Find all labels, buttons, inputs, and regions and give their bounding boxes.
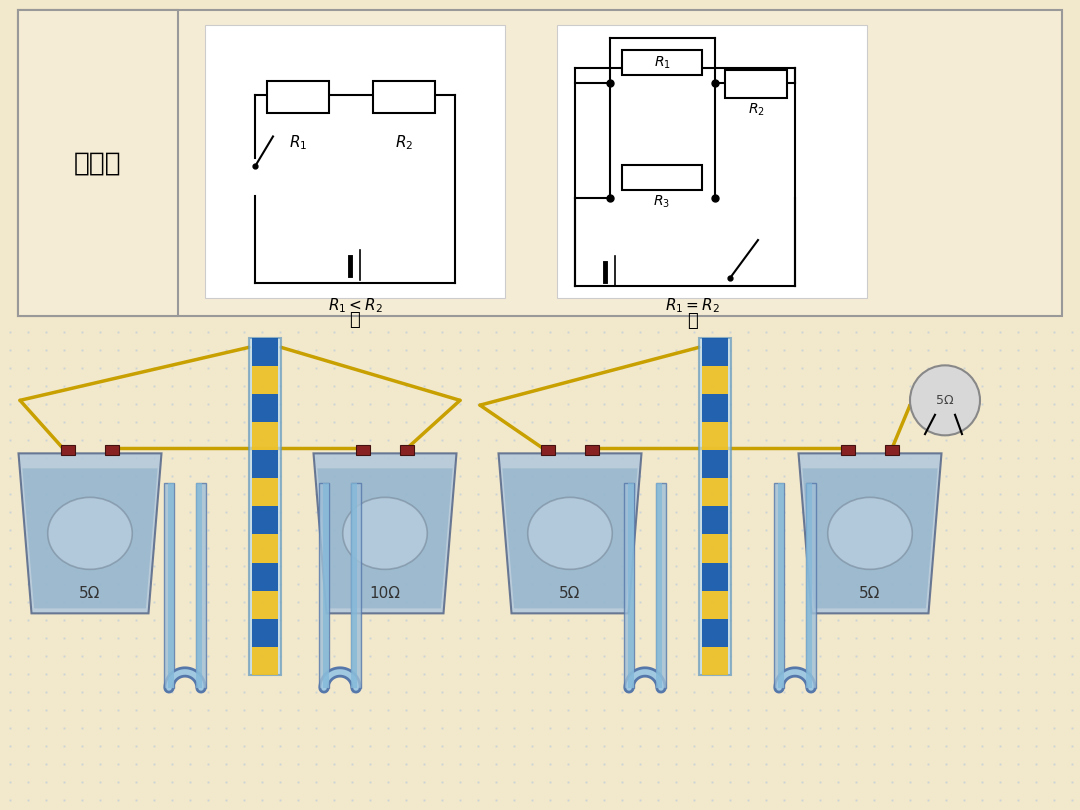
Text: $R_1<R_2$: $R_1<R_2$ <box>327 296 382 315</box>
Bar <box>252 619 278 647</box>
Bar <box>356 446 370 455</box>
Bar <box>699 338 731 675</box>
Bar <box>778 484 784 688</box>
Bar <box>702 450 728 478</box>
Bar <box>702 590 728 619</box>
Text: $R_3$: $R_3$ <box>653 194 671 211</box>
Bar <box>702 478 728 506</box>
Bar <box>252 478 278 506</box>
Bar <box>702 647 728 675</box>
Bar <box>702 535 728 563</box>
Bar <box>725 70 787 98</box>
Bar <box>702 422 728 450</box>
Bar <box>252 338 278 366</box>
Bar <box>105 446 119 455</box>
Bar <box>205 25 505 298</box>
Bar <box>400 446 414 455</box>
Bar <box>622 165 702 190</box>
Text: 5Ω: 5Ω <box>936 394 954 407</box>
Bar <box>351 484 357 688</box>
Bar <box>541 446 555 455</box>
Text: 电路图: 电路图 <box>75 151 122 177</box>
Bar <box>252 394 278 422</box>
Bar <box>252 590 278 619</box>
Polygon shape <box>502 468 637 608</box>
Bar <box>195 484 206 688</box>
Bar <box>373 81 435 113</box>
Polygon shape <box>318 468 453 608</box>
Bar <box>702 338 728 366</box>
Text: $R_2$: $R_2$ <box>395 133 414 151</box>
Ellipse shape <box>528 497 612 569</box>
Bar <box>252 506 278 535</box>
Ellipse shape <box>48 497 132 569</box>
Bar <box>557 25 867 298</box>
Circle shape <box>910 365 980 435</box>
Bar <box>656 484 662 688</box>
Bar <box>702 563 728 590</box>
Bar <box>249 338 281 675</box>
Bar <box>252 563 278 590</box>
Text: $R_1=R_2$: $R_1=R_2$ <box>664 296 719 315</box>
Bar <box>622 50 702 75</box>
Text: $R_2$: $R_2$ <box>747 102 765 118</box>
Text: 5Ω: 5Ω <box>860 586 880 601</box>
Text: 5Ω: 5Ω <box>559 586 581 601</box>
Text: $R_1$: $R_1$ <box>653 54 671 70</box>
Bar <box>164 484 174 688</box>
Bar <box>806 484 812 688</box>
Text: 甲: 甲 <box>350 311 361 329</box>
Bar <box>702 366 728 394</box>
Bar <box>319 484 329 688</box>
Bar <box>885 446 899 455</box>
Polygon shape <box>18 454 162 613</box>
Bar <box>351 484 361 688</box>
Bar <box>195 484 202 688</box>
Bar <box>627 484 634 688</box>
Bar <box>624 484 634 688</box>
Text: 5Ω: 5Ω <box>79 586 100 601</box>
Bar <box>585 446 599 455</box>
Bar <box>252 422 278 450</box>
Bar <box>774 484 784 688</box>
Bar <box>841 446 855 455</box>
Bar <box>702 506 728 535</box>
Bar <box>60 446 75 455</box>
Bar <box>656 484 666 688</box>
Text: $R_1$: $R_1$ <box>288 133 307 151</box>
Polygon shape <box>313 454 457 613</box>
Bar <box>702 619 728 647</box>
Bar <box>702 394 728 422</box>
Polygon shape <box>802 468 937 608</box>
Text: 10Ω: 10Ω <box>369 586 401 601</box>
Bar <box>252 535 278 563</box>
Bar <box>323 484 329 688</box>
Polygon shape <box>23 468 158 608</box>
Bar <box>267 81 329 113</box>
Polygon shape <box>798 454 942 613</box>
Ellipse shape <box>827 497 913 569</box>
Ellipse shape <box>342 497 428 569</box>
Text: 乙: 乙 <box>687 312 698 330</box>
Polygon shape <box>499 454 642 613</box>
Bar <box>252 450 278 478</box>
Bar <box>252 366 278 394</box>
Bar <box>18 10 178 316</box>
Bar <box>252 647 278 675</box>
Bar <box>806 484 816 688</box>
Bar <box>168 484 174 688</box>
